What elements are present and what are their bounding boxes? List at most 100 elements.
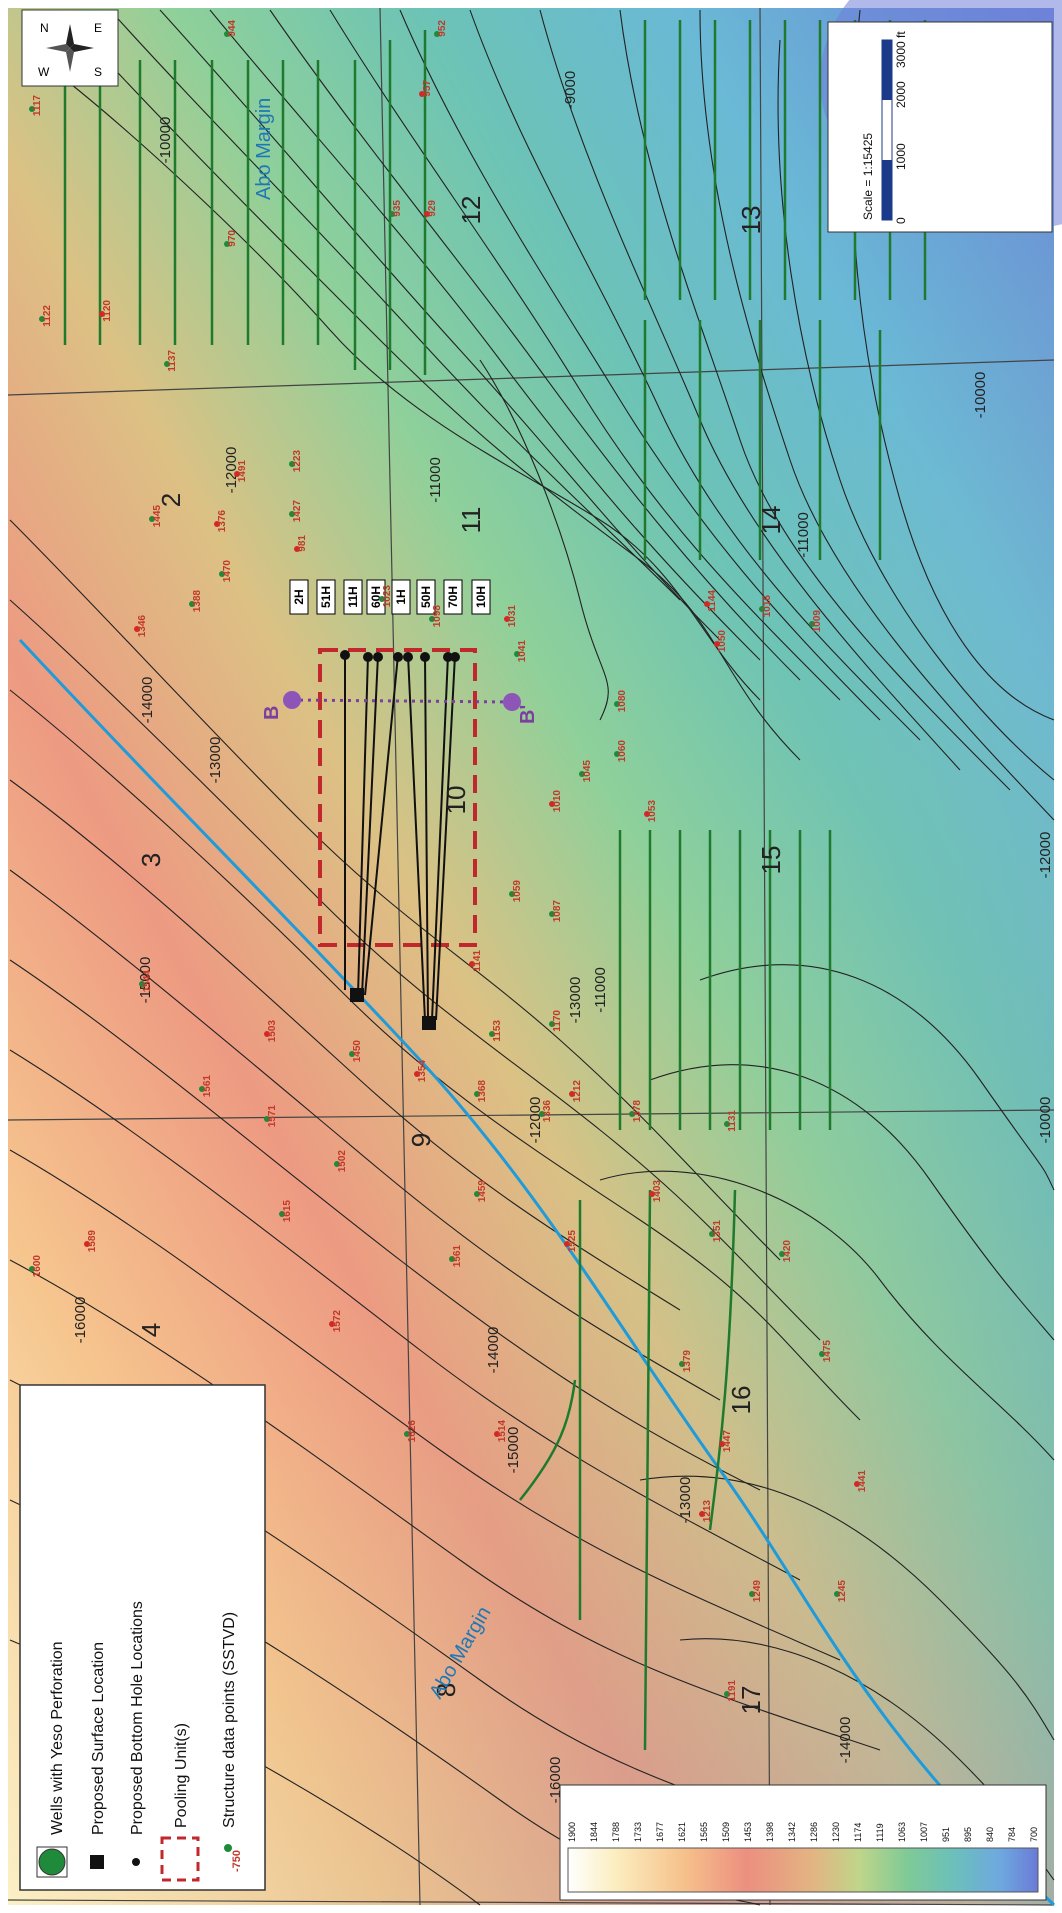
bottom-hole-dot[interactable] xyxy=(420,652,430,662)
structure-point-marker[interactable] xyxy=(419,91,425,97)
section-number: 9 xyxy=(406,1133,436,1147)
structure-point-marker[interactable] xyxy=(404,1431,410,1437)
structure-point-marker[interactable] xyxy=(564,1241,570,1247)
bottom-hole-dot[interactable] xyxy=(450,652,460,662)
bottom-hole-dot[interactable] xyxy=(373,652,383,662)
structure-point-marker[interactable] xyxy=(429,616,435,622)
structure-point-marker[interactable] xyxy=(349,1051,355,1057)
cross-section-end[interactable] xyxy=(503,693,521,711)
structure-point-marker[interactable] xyxy=(29,1266,35,1272)
structure-point-marker[interactable] xyxy=(219,571,225,577)
contour-line xyxy=(9,689,861,1421)
contour-line xyxy=(9,779,681,1311)
structure-point-marker[interactable] xyxy=(714,641,720,647)
well-label[interactable]: 50H xyxy=(419,586,433,608)
structure-point-marker[interactable] xyxy=(434,31,440,37)
structure-point-marker[interactable] xyxy=(724,1121,730,1127)
well-label[interactable]: 60H xyxy=(369,586,383,608)
structure-point-marker[interactable] xyxy=(199,1086,205,1092)
structure-point-label: 1031 xyxy=(507,605,518,628)
structure-point-label: 1514 xyxy=(497,1420,508,1443)
structure-point-marker[interactable] xyxy=(389,211,395,217)
structure-point-marker[interactable] xyxy=(224,241,230,247)
structure-point-marker[interactable] xyxy=(614,751,620,757)
structure-point-marker[interactable] xyxy=(134,626,140,632)
structure-point-marker[interactable] xyxy=(509,891,515,897)
structure-point-marker[interactable] xyxy=(579,771,585,777)
structure-point-marker[interactable] xyxy=(649,1191,655,1197)
legend-surface-symbol xyxy=(90,1855,104,1869)
structure-point-marker[interactable] xyxy=(614,701,620,707)
bottom-hole-dot[interactable] xyxy=(340,650,350,660)
structure-point-marker[interactable] xyxy=(424,211,430,217)
structure-point-marker[interactable] xyxy=(224,31,230,37)
structure-point-marker[interactable] xyxy=(214,521,220,527)
structure-point-marker[interactable] xyxy=(189,601,195,607)
structure-point-marker[interactable] xyxy=(289,511,295,517)
structure-point-marker[interactable] xyxy=(629,1111,635,1117)
well-label[interactable]: 51H xyxy=(319,586,333,608)
structure-point-marker[interactable] xyxy=(749,1591,755,1597)
structure-point-marker[interactable] xyxy=(279,1211,285,1217)
surface-location[interactable] xyxy=(422,1016,436,1030)
structure-point-label: 1354 xyxy=(417,1060,428,1083)
surface-location[interactable] xyxy=(350,988,364,1002)
structure-point-marker[interactable] xyxy=(809,621,815,627)
structure-point-marker[interactable] xyxy=(294,546,300,552)
well-label[interactable]: 70H xyxy=(446,586,460,608)
structure-point-marker[interactable] xyxy=(149,516,155,522)
structure-point-marker[interactable] xyxy=(379,596,385,602)
structure-point-marker[interactable] xyxy=(334,1161,340,1167)
well-label[interactable]: 2H xyxy=(292,589,306,604)
structure-point-marker[interactable] xyxy=(469,961,475,967)
structure-point-marker[interactable] xyxy=(234,471,240,477)
structure-point-marker[interactable] xyxy=(719,1441,725,1447)
structure-point-marker[interactable] xyxy=(449,1256,455,1262)
structure-point-marker[interactable] xyxy=(264,1116,270,1122)
structure-point-marker[interactable] xyxy=(39,316,45,322)
compass-w: W xyxy=(38,65,50,79)
structure-point-label: 1525 xyxy=(567,1230,578,1253)
cross-section-start[interactable] xyxy=(283,691,301,709)
structure-point-marker[interactable] xyxy=(264,1031,270,1037)
structure-point-marker[interactable] xyxy=(854,1481,860,1487)
structure-point-marker[interactable] xyxy=(99,311,105,317)
structure-point-marker[interactable] xyxy=(474,1191,480,1197)
structure-point-marker[interactable] xyxy=(724,1691,730,1697)
structure-point-marker[interactable] xyxy=(709,1231,715,1237)
structure-point-marker[interactable] xyxy=(759,606,765,612)
structure-point-marker[interactable] xyxy=(289,461,295,467)
structure-point-marker[interactable] xyxy=(139,981,145,987)
structure-point-marker[interactable] xyxy=(549,801,555,807)
structure-point-marker[interactable] xyxy=(779,1251,785,1257)
structure-point-marker[interactable] xyxy=(699,1511,705,1517)
structure-point-marker[interactable] xyxy=(569,1091,575,1097)
structure-point-marker[interactable] xyxy=(494,1431,500,1437)
structure-point-marker[interactable] xyxy=(329,1321,335,1327)
structure-point-marker[interactable] xyxy=(414,1071,420,1077)
bottom-hole-dot[interactable] xyxy=(393,652,403,662)
structure-point-marker[interactable] xyxy=(29,106,35,112)
structure-point-marker[interactable] xyxy=(514,651,520,657)
bottom-hole-dot[interactable] xyxy=(443,652,453,662)
structure-point-marker[interactable] xyxy=(549,1021,555,1027)
structure-point-marker[interactable] xyxy=(704,601,710,607)
well-label[interactable]: 11H xyxy=(346,586,360,607)
structure-point-marker[interactable] xyxy=(504,616,510,622)
structure-point-marker[interactable] xyxy=(84,1241,90,1247)
bottom-hole-dot[interactable] xyxy=(363,652,373,662)
structure-point-marker[interactable] xyxy=(819,1351,825,1357)
well-label[interactable]: 1H xyxy=(394,589,408,604)
well-label[interactable]: 10H xyxy=(474,586,488,608)
structure-point-marker[interactable] xyxy=(489,1031,495,1037)
structure-point-marker[interactable] xyxy=(644,811,650,817)
structure-point-marker[interactable] xyxy=(539,1111,545,1117)
structure-point-marker[interactable] xyxy=(834,1591,840,1597)
structure-point-marker[interactable] xyxy=(679,1361,685,1367)
bottom-hole-dot[interactable] xyxy=(403,652,413,662)
structure-point-label: 981 xyxy=(297,535,308,552)
structure-point-marker[interactable] xyxy=(474,1091,480,1097)
structure-point-marker[interactable] xyxy=(164,361,170,367)
structure-point-marker[interactable] xyxy=(549,911,555,917)
